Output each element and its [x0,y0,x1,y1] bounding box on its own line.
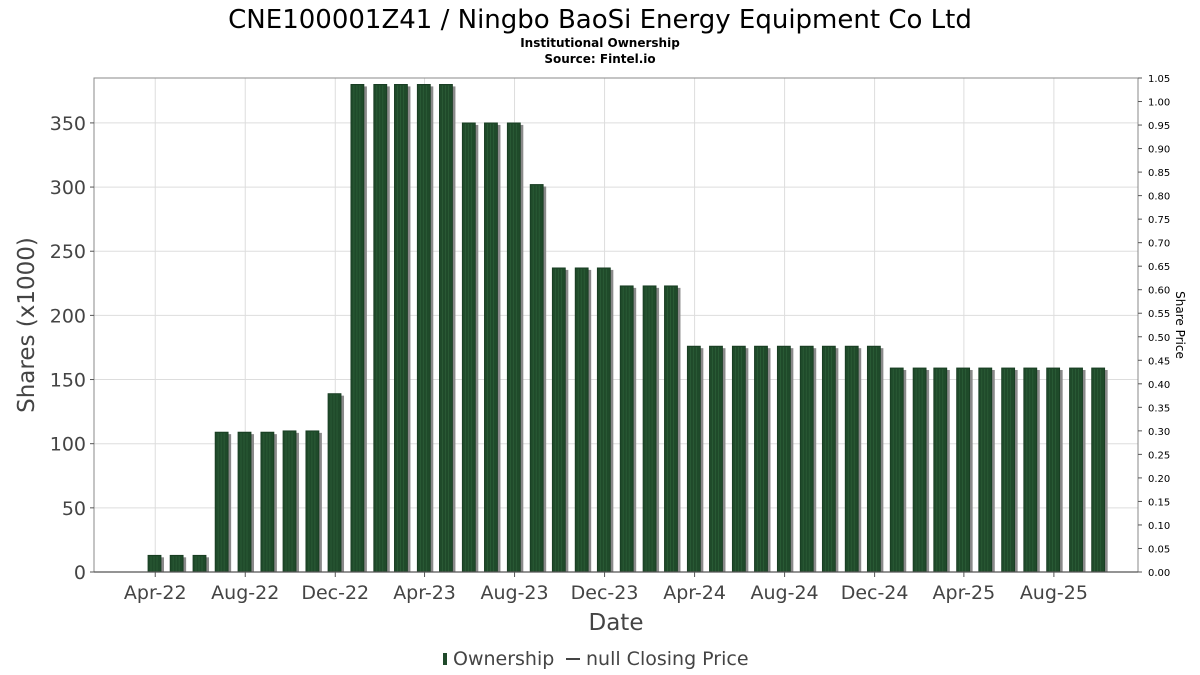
x-tick-label: Apr-23 [393,582,456,604]
y-axis-label: Shares (x1000) [14,237,40,413]
bar-ownership [1023,367,1038,573]
bar-ownership [866,345,881,573]
y-tick-label: 150 [50,370,86,392]
bar-ownership [394,84,408,573]
y2-tick-label: 0.10 [1148,521,1170,532]
y2-tick-label: 0.35 [1148,403,1170,414]
y2-tick-label: 0.05 [1148,544,1170,555]
y-tick-label: 250 [50,241,86,263]
bar-ownership [731,345,746,573]
y2-tick-label: 0.55 [1148,309,1170,320]
y2-tick-label: 0.80 [1148,192,1170,203]
y2-tick-label: 0.15 [1148,497,1170,508]
y2-tick-label: 0.70 [1148,239,1170,250]
chart-title: CNE100001Z41 / Ningbo BaoSi Energy Equip… [228,5,972,35]
y2-tick-label: 0.45 [1148,356,1170,367]
bar-ownership [596,267,611,573]
bar-ownership [956,367,971,573]
bar-ownership [147,554,162,573]
bar-ownership [933,367,948,573]
bar-ownership [506,122,521,573]
y2-tick-label: 0.85 [1148,168,1170,179]
x-tick-label: Aug-24 [751,582,819,604]
bar-ownership [529,184,544,573]
bar-ownership [282,430,297,573]
bar-ownership [327,393,342,573]
y-tick-label: 350 [50,113,86,135]
x-tick-label: Apr-24 [663,582,726,604]
y-tick-label: 100 [50,434,86,456]
x-tick-label: Aug-23 [480,582,548,604]
legend-label-closing-price: null Closing Price [586,648,749,670]
bar-ownership [912,367,927,573]
bar-ownership [416,84,431,573]
bar-ownership [686,345,701,573]
bar-ownership [1046,367,1061,573]
bar-ownership [664,285,678,573]
legend-swatch-ownership [443,653,447,665]
bar-ownership [1069,367,1083,573]
bar-ownership [754,345,768,573]
bar-ownership [214,431,229,573]
y2-tick-label: 0.50 [1148,333,1170,344]
x-tick-label: Dec-24 [841,582,909,604]
bar-ownership [439,84,453,573]
x-tick-label: Apr-22 [124,582,187,604]
y2-tick-label: 0.00 [1148,568,1170,579]
bar-ownership [373,84,388,573]
chart-subtitle-source: Source: Fintel.io [544,52,655,66]
bar-ownership [305,430,320,573]
bar-ownership [642,285,657,573]
bar-ownership [551,267,566,573]
bar-series-ownership [147,84,1108,573]
bar-ownership [484,122,498,573]
bar-ownership [237,431,252,573]
y-tick-label: 0 [74,562,86,584]
bar-ownership [169,554,184,573]
bar-ownership [1091,367,1106,573]
bar-ownership [574,267,589,573]
x-axis-ticks: Apr-22 Aug-22 Dec-22 Apr-23 Aug-23 Dec-23 Apr-… [124,572,1088,604]
x-tick-label: Dec-22 [301,582,369,604]
y2-tick-label: 1.00 [1148,98,1170,109]
x-tick-label: Aug-22 [211,582,279,604]
y2-tick-label: 0.90 [1148,145,1170,156]
bar-ownership [844,345,859,573]
x-tick-label: Dec-23 [571,582,639,604]
x-tick-label: Apr-25 [933,582,996,604]
x-tick-label: Aug-25 [1020,582,1088,604]
chart-subtitle-ownership: Institutional Ownership [520,36,680,50]
y2-tick-label: 0.25 [1148,450,1170,461]
y2-tick-label: 0.20 [1148,474,1170,485]
y2-tick-label: 1.05 [1148,74,1170,85]
bar-ownership [978,367,993,573]
y-tick-label: 300 [50,177,86,199]
bar-ownership [461,122,476,573]
bar-ownership [1001,367,1016,573]
x-axis-label: Date [589,610,644,636]
y2-tick-label: 0.60 [1148,286,1170,297]
y2-tick-label: 0.95 [1148,121,1170,132]
y-tick-label: 50 [62,498,86,520]
bar-ownership [709,345,723,573]
bar-ownership [350,84,365,573]
bar-ownership [260,431,275,573]
bar-ownership [776,345,791,573]
bar-ownership [799,345,814,573]
y2-tick-label: 0.65 [1148,262,1170,273]
bar-ownership [821,345,836,573]
y2-tick-label: 0.30 [1148,427,1170,438]
legend-label-ownership: Ownership [453,648,554,670]
y2-tick-label: 0.40 [1148,380,1170,391]
y-axis-right-ticks: 0.00 0.05 0.10 0.15 0.20 0.25 0.30 0.35 0.40 0.45… [1138,74,1170,579]
legend: Ownership null Closing Price [443,648,749,670]
bar-ownership [889,367,904,573]
y2-tick-label: 0.75 [1148,215,1170,226]
bar-ownership [192,554,207,573]
y-tick-label: 200 [50,305,86,327]
bar-ownership [619,285,634,573]
y-axis-left-ticks: 0 50 100 150 200 250 300 350 [50,113,94,584]
y-axis-right-label: Share Price [1173,291,1187,359]
